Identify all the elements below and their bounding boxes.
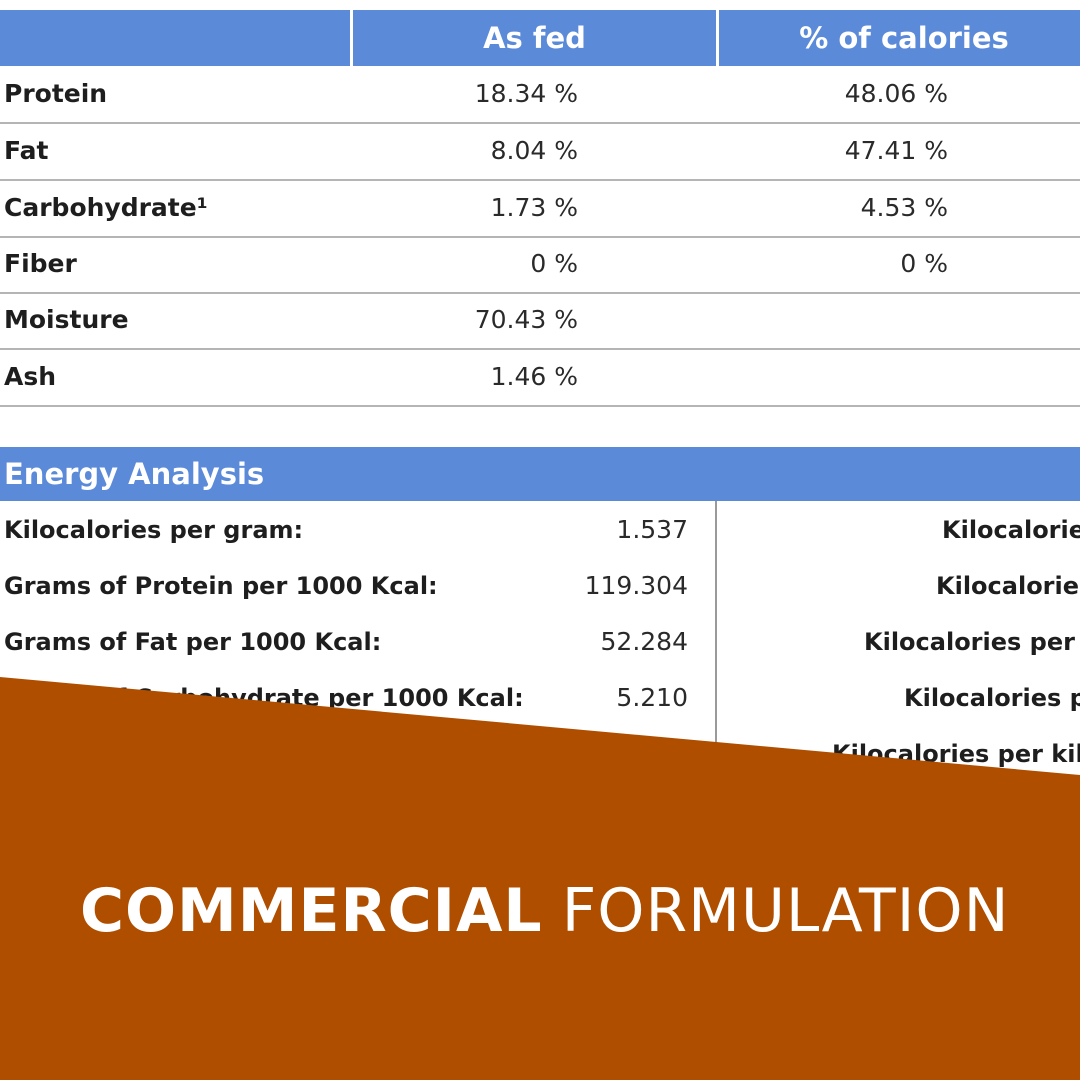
energy-label: Grams of Protein per 1000 Kcal:	[4, 572, 438, 600]
table-row: Moisture 70.43 %	[0, 292, 1080, 350]
energy-right-label: Kilocalories	[936, 572, 1080, 600]
nutrient-label: Protein	[4, 79, 108, 108]
energy-row: Kilocalories per gram: 1.537 Kilocalorie	[0, 502, 1080, 558]
table-row: Fat 8.04 % 47.41 %	[0, 123, 1080, 181]
energy-column-divider	[715, 501, 717, 761]
pct-calories-value: 4.53 %	[860, 193, 948, 222]
header-separator	[350, 10, 353, 66]
as-fed-value: 18.34 %	[474, 79, 578, 108]
energy-label: Kilocalories per gram:	[4, 516, 304, 544]
nutrient-label: Moisture	[4, 305, 129, 334]
energy-value: 5.210	[616, 683, 688, 712]
table-row: Carbohydrate¹ 1.73 % 4.53 %	[0, 180, 1080, 238]
nutrient-label: Fat	[4, 136, 49, 165]
as-fed-value: 1.73 %	[490, 193, 578, 222]
as-fed-value: 8.04 %	[490, 136, 578, 165]
as-fed-value: 70.43 %	[474, 305, 578, 334]
nutrient-label: Carbohydrate¹	[4, 193, 208, 222]
table-row: Protein 18.34 % 48.06 %	[0, 66, 1080, 124]
nutrient-label: Ash	[4, 362, 57, 391]
nutrient-table-header: As fed % of calories	[0, 10, 1080, 66]
energy-row: Grams of Protein per 1000 Kcal: 119.304 …	[0, 558, 1080, 614]
energy-value: 52.284	[600, 627, 688, 656]
energy-value: 119.304	[584, 571, 688, 600]
pct-calories-value	[716, 349, 948, 405]
pct-calories-value: 48.06 %	[844, 79, 948, 108]
energy-value: 1.537	[616, 515, 688, 544]
energy-analysis-header: Energy Analysis	[0, 447, 1080, 501]
table-row: Fiber 0 % 0 %	[0, 236, 1080, 294]
banner-strong-word: COMMERCIAL	[80, 876, 543, 946]
pct-calories-value	[716, 292, 948, 348]
table-row: Ash 1.46 %	[0, 349, 1080, 407]
pct-calories-value: 47.41 %	[844, 136, 948, 165]
energy-row: Grams of Fat per 1000 Kcal: 52.284 Kiloc…	[0, 614, 1080, 670]
header-separator	[716, 10, 719, 66]
as-fed-value: 1.46 %	[490, 362, 578, 391]
energy-right-label: Kilocalories pe	[904, 684, 1080, 712]
energy-right-label: Kilocalories per p	[864, 628, 1080, 656]
nutrient-label: Fiber	[4, 249, 77, 278]
as-fed-value: 0 %	[530, 249, 578, 278]
column-header-as-fed: As fed	[483, 21, 586, 55]
column-header-pct-calories: % of calories	[799, 21, 1009, 55]
pct-calories-value: 0 %	[900, 249, 948, 278]
banner-light-word: FORMULATION	[561, 876, 1010, 946]
energy-label: Grams of Fat per 1000 Kcal:	[4, 628, 382, 656]
energy-right-label: Kilocalorie	[942, 516, 1080, 544]
banner-title: COMMERCIAL FORMULATION	[80, 866, 1010, 956]
